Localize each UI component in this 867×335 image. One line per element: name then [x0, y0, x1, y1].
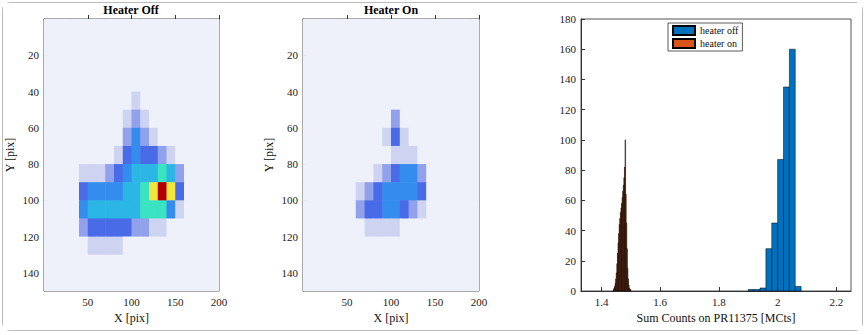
svg-text:40: 40 [28, 86, 40, 98]
svg-text:20: 20 [28, 49, 40, 61]
svg-text:20: 20 [287, 49, 299, 61]
svg-text:100: 100 [560, 134, 577, 146]
svg-text:100: 100 [123, 296, 140, 308]
svg-text:60: 60 [565, 194, 577, 206]
svg-text:120: 120 [282, 231, 299, 243]
svg-text:Heater Off: Heater Off [103, 3, 159, 17]
svg-text:120: 120 [23, 231, 40, 243]
svg-text:Y [pix]: Y [pix] [3, 138, 17, 173]
svg-text:Heater On: Heater On [364, 3, 418, 17]
svg-text:Y [pix]: Y [pix] [262, 138, 276, 173]
svg-text:2.2: 2.2 [829, 296, 843, 308]
svg-text:Sum Counts on PR11375 [MCts]: Sum Counts on PR11375 [MCts] [637, 311, 796, 325]
svg-text:50: 50 [342, 296, 354, 308]
svg-text:140: 140 [282, 267, 299, 279]
svg-text:40: 40 [287, 86, 299, 98]
svg-text:2: 2 [775, 296, 781, 308]
svg-text:200: 200 [471, 296, 488, 308]
svg-text:80: 80 [287, 158, 299, 170]
svg-text:140: 140 [23, 267, 40, 279]
svg-text:100: 100 [23, 194, 40, 206]
svg-text:X [pix]: X [pix] [374, 311, 409, 325]
svg-text:heater on: heater on [700, 38, 737, 49]
svg-text:150: 150 [427, 296, 444, 308]
svg-text:X [pix]: X [pix] [114, 311, 149, 325]
svg-text:140: 140 [560, 73, 577, 85]
svg-text:40: 40 [565, 225, 577, 237]
svg-text:0: 0 [571, 285, 577, 297]
svg-text:1.6: 1.6 [653, 296, 667, 308]
svg-text:60: 60 [28, 122, 40, 134]
svg-text:100: 100 [383, 296, 400, 308]
svg-text:1.4: 1.4 [595, 296, 609, 308]
svg-text:50: 50 [82, 296, 94, 308]
svg-text:120: 120 [560, 104, 577, 116]
svg-text:1.8: 1.8 [712, 296, 726, 308]
svg-text:100: 100 [282, 194, 299, 206]
svg-text:60: 60 [287, 122, 299, 134]
svg-text:160: 160 [560, 43, 577, 55]
svg-text:200: 200 [211, 296, 228, 308]
svg-text:180: 180 [560, 13, 577, 25]
svg-text:150: 150 [167, 296, 184, 308]
svg-text:heater off: heater off [700, 25, 739, 36]
svg-text:80: 80 [565, 164, 577, 176]
svg-text:20: 20 [565, 255, 577, 267]
svg-text:80: 80 [28, 158, 40, 170]
